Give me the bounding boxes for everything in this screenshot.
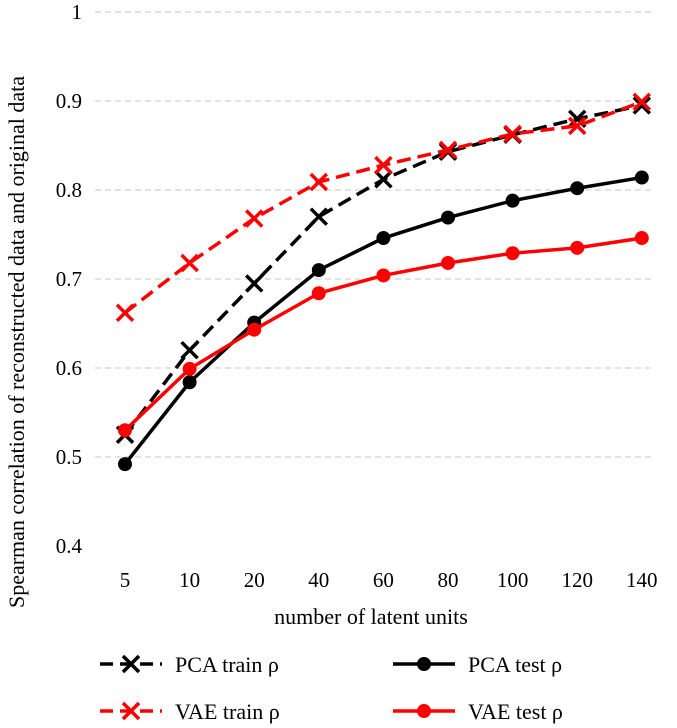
x-tick-label: 40 — [308, 568, 329, 592]
marker-stroke — [244, 274, 264, 293]
legend-item: PCA train ρ — [100, 652, 279, 677]
x-axis-title: number of latent units — [274, 604, 468, 629]
data-point — [309, 207, 329, 226]
data-point — [244, 209, 264, 228]
series-line — [123, 175, 643, 466]
data-point — [632, 92, 652, 112]
data-point — [374, 170, 393, 189]
data-point — [438, 140, 458, 160]
data-point — [118, 423, 132, 438]
x-tick-label: 20 — [244, 568, 265, 592]
data-point — [570, 240, 585, 255]
marker-stroke — [438, 140, 458, 160]
x-tick-labels: 5 10 20 40 60 80 100 120 140 — [120, 568, 658, 592]
data-point — [441, 210, 455, 225]
data-point — [247, 322, 262, 337]
y-tick-label: 0.6 — [56, 356, 82, 380]
y-tick-label: 0.4 — [56, 534, 83, 558]
data-point — [180, 340, 199, 360]
data-point — [376, 268, 391, 283]
legend-label: PCA train ρ — [175, 652, 279, 677]
data-point — [505, 246, 520, 261]
data-point — [632, 96, 652, 115]
data-point — [309, 172, 329, 192]
data-point — [180, 253, 199, 273]
marker-stroke — [180, 253, 199, 273]
y-tick-label: 0.9 — [56, 89, 82, 113]
legend-label: VAE train ρ — [175, 699, 280, 724]
series-pca-test- — [118, 170, 649, 472]
data-point — [182, 375, 197, 390]
y-tick-label: 0.5 — [56, 445, 82, 469]
y-axis-title: Spearman correlation of reconstructed da… — [4, 76, 29, 608]
x-tick-label: 10 — [179, 568, 200, 592]
x-tick-label: 80 — [438, 568, 459, 592]
data-point — [417, 704, 431, 718]
marker-stroke — [567, 109, 587, 129]
series-group — [115, 92, 652, 472]
legend-item: VAE test ρ — [393, 699, 563, 724]
data-point — [441, 255, 455, 270]
x-tick-label: 100 — [497, 568, 529, 592]
data-point — [374, 155, 393, 175]
data-point — [118, 457, 132, 472]
data-point — [115, 303, 135, 323]
data-point — [634, 170, 649, 185]
data-point — [570, 181, 585, 196]
data-point — [244, 274, 264, 293]
y-tick-label: 1 — [72, 0, 83, 24]
data-point — [121, 701, 141, 721]
marker-stroke — [503, 124, 522, 144]
marker-stroke — [374, 170, 393, 189]
data-point — [503, 124, 522, 144]
legend-label: VAE test ρ — [468, 699, 563, 724]
legend-item: PCA test ρ — [393, 652, 562, 677]
data-point — [311, 286, 326, 301]
x-tick-label: 120 — [561, 568, 593, 592]
y-tick-label: 0.8 — [56, 178, 82, 202]
gridlines — [95, 11, 652, 458]
data-point — [417, 657, 431, 671]
marker-stroke — [309, 207, 329, 226]
marker-stroke — [115, 303, 135, 323]
series-line — [123, 236, 643, 432]
marker-stroke — [632, 92, 652, 112]
marker-stroke — [567, 116, 587, 136]
marker-stroke — [374, 155, 393, 175]
y-tick-labels: 0.4 0.5 0.6 0.7 0.8 0.9 1 — [56, 0, 83, 558]
data-point — [567, 116, 587, 136]
legend: PCA train ρ PCA test ρ VAE train ρ VAE test… — [100, 652, 563, 724]
marker-stroke — [121, 654, 141, 674]
marker-stroke — [180, 340, 199, 360]
marker-stroke — [244, 209, 264, 228]
data-point — [182, 361, 197, 376]
series-vae-test- — [118, 231, 649, 438]
marker-stroke — [632, 96, 652, 115]
data-point — [121, 654, 141, 674]
legend-label: PCA test ρ — [468, 652, 562, 677]
data-point — [376, 231, 391, 246]
legend-item: VAE train ρ — [100, 699, 280, 724]
x-tick-label: 140 — [626, 568, 658, 592]
marker-stroke — [309, 172, 329, 192]
data-point — [505, 193, 520, 208]
marker-stroke — [121, 701, 141, 721]
x-tick-label: 60 — [373, 568, 394, 592]
data-point — [311, 263, 326, 278]
data-point — [634, 231, 649, 246]
x-tick-label: 5 — [120, 568, 131, 592]
y-tick-label: 0.7 — [56, 267, 82, 291]
series-vae-train- — [115, 92, 652, 323]
